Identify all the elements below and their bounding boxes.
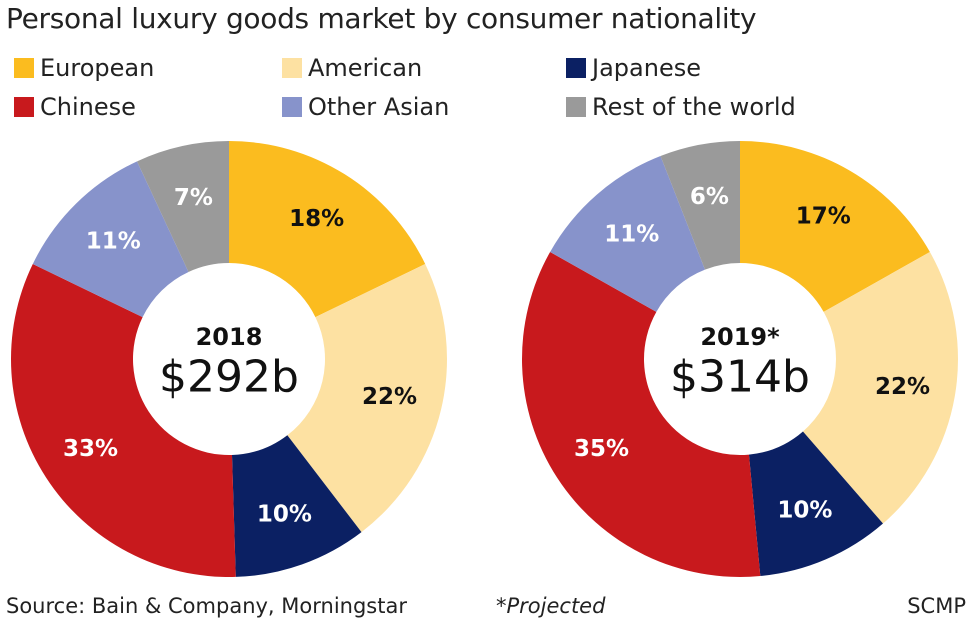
pie-slice xyxy=(748,431,883,577)
pie-slice xyxy=(231,435,362,577)
pie-slice xyxy=(229,141,426,318)
legend-item: Other Asian xyxy=(282,93,449,121)
slice-label: 7% xyxy=(174,185,213,211)
legend-label: Rest of the world xyxy=(592,93,796,121)
slice-label: 35% xyxy=(574,436,629,462)
donut-charts: 18% 22% 10% 33% 11% 7% 2018$292b 17% 22% 10% 35% 11… xyxy=(11,141,958,577)
donut-chart: 17% 22% 10% 35% 11% 6% 2019*$314b xyxy=(521,141,958,577)
pie-slice xyxy=(137,141,229,272)
legend-item: Chinese xyxy=(14,93,136,121)
pie-slice xyxy=(287,263,447,533)
pie-slice xyxy=(32,161,189,318)
pie-slice xyxy=(802,251,958,524)
legend-label: Other Asian xyxy=(308,93,450,121)
legend-swatch xyxy=(566,58,586,78)
pie-slice xyxy=(660,141,740,270)
slice-label: 6% xyxy=(690,184,729,210)
chart-total: $314b xyxy=(670,352,810,403)
chart-title: Personal luxury goods market by consumer… xyxy=(6,2,757,35)
legend-label: Chinese xyxy=(40,93,136,121)
chart-year: 2018 xyxy=(196,323,263,351)
legend-swatch xyxy=(14,58,34,78)
legend: European American Japanese Chinese Other Asi… xyxy=(0,50,972,130)
slice-label: 18% xyxy=(289,206,344,232)
brand-label: SCMP xyxy=(907,594,966,618)
slice-label: 11% xyxy=(604,221,659,247)
slice-label: 17% xyxy=(796,204,851,230)
legend-label: American xyxy=(308,54,423,82)
legend-item: Japanese xyxy=(566,54,701,82)
slice-label: 10% xyxy=(257,501,312,527)
source-note: Source: Bain & Company, Morningstar xyxy=(6,594,407,618)
pie-slice xyxy=(11,263,236,577)
legend-item: American xyxy=(282,54,422,82)
slice-label: 33% xyxy=(63,436,118,462)
slice-label: 22% xyxy=(875,374,930,400)
legend-item: Rest of the world xyxy=(566,93,796,121)
legend-label: European xyxy=(40,54,155,82)
chart-total: $292b xyxy=(159,352,299,403)
legend-label: Japanese xyxy=(592,54,701,82)
slice-label: 10% xyxy=(777,498,832,524)
projected-note: *Projected xyxy=(496,594,606,618)
slice-label: 22% xyxy=(362,384,417,410)
legend-swatch xyxy=(282,97,302,117)
slice-label: 11% xyxy=(86,228,141,254)
chart-year: 2019* xyxy=(700,323,780,351)
legend-swatch xyxy=(282,58,302,78)
donut-chart: 18% 22% 10% 33% 11% 7% 2018$292b xyxy=(11,141,447,577)
legend-item: European xyxy=(14,54,154,82)
pie-slice xyxy=(550,156,705,312)
pie-slice xyxy=(521,251,761,577)
legend-swatch xyxy=(566,97,586,117)
pie-slice xyxy=(740,141,930,312)
legend-swatch xyxy=(14,97,34,117)
